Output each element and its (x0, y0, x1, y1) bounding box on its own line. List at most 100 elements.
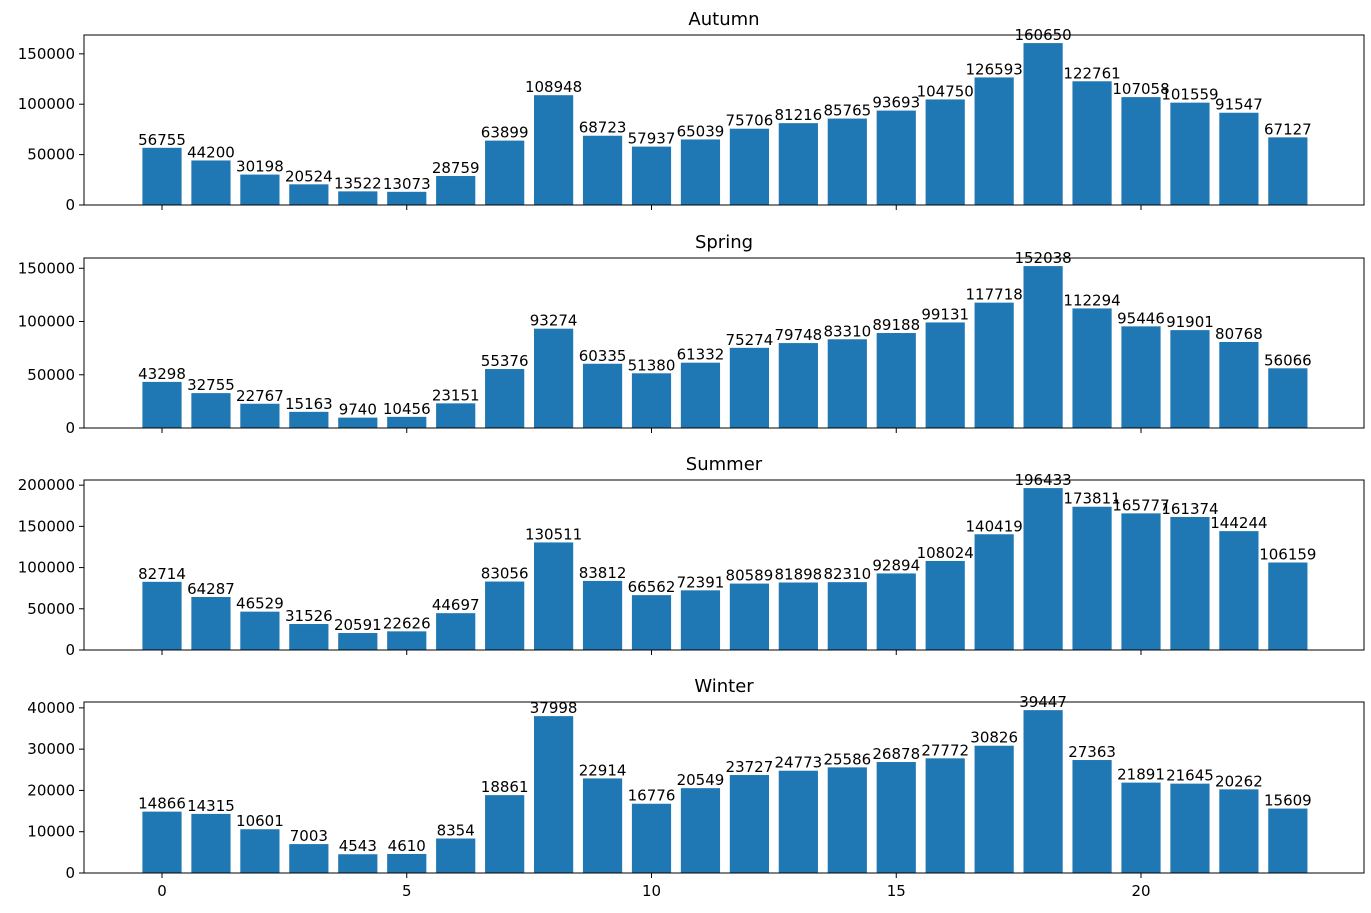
data-label: 44200 (187, 143, 235, 161)
data-label: 93274 (530, 312, 578, 330)
bar (534, 716, 574, 873)
data-label: 99131 (921, 305, 969, 323)
bar (1072, 308, 1112, 428)
data-label: 9740 (339, 401, 377, 419)
bar (1121, 326, 1161, 428)
bar (1170, 330, 1210, 428)
data-label: 82310 (823, 565, 871, 583)
bar (485, 581, 525, 650)
data-label: 101559 (1161, 86, 1218, 104)
bar (680, 139, 721, 205)
y-tick-label: 10000 (27, 823, 75, 841)
data-label: 104750 (917, 82, 974, 100)
x-tick-label: 20 (1131, 882, 1150, 900)
data-label: 10601 (236, 812, 284, 830)
data-label: 75274 (726, 331, 774, 349)
bar (631, 595, 672, 650)
data-label: 80589 (726, 567, 774, 585)
data-label: 30826 (970, 729, 1018, 747)
bar (191, 160, 231, 205)
bar (240, 829, 280, 873)
bar (925, 322, 965, 428)
data-label: 31526 (285, 607, 333, 625)
bar (631, 373, 672, 428)
data-label: 13073 (383, 175, 431, 193)
bar (1219, 341, 1259, 428)
y-tick-label: 30000 (27, 740, 75, 758)
bar (680, 362, 721, 428)
data-label: 28759 (432, 159, 480, 177)
data-label: 165777 (1112, 496, 1169, 514)
bar (827, 582, 867, 650)
data-label: 173811 (1063, 490, 1120, 508)
data-label: 27363 (1068, 743, 1116, 761)
data-label: 82714 (138, 565, 186, 583)
bar (485, 795, 525, 873)
axes-frame (83, 257, 1365, 429)
y-tick-label: 20000 (27, 781, 75, 799)
data-label: 37998 (530, 699, 578, 717)
y-tick-label: 150000 (18, 45, 75, 63)
data-label: 23727 (726, 758, 774, 776)
data-label: 25586 (823, 750, 871, 768)
data-label: 20591 (334, 616, 382, 634)
data-label: 108024 (917, 544, 974, 562)
bar (1170, 783, 1210, 873)
bar (142, 381, 182, 428)
bar (289, 624, 329, 650)
data-label: 95446 (1117, 309, 1165, 327)
data-label: 61332 (677, 346, 725, 364)
bar (729, 128, 769, 205)
bar (729, 347, 769, 428)
bar (1121, 782, 1161, 873)
bar (240, 174, 280, 205)
bar (1268, 808, 1308, 873)
bar (974, 302, 1014, 428)
data-label: 83310 (823, 322, 871, 340)
data-label: 140419 (966, 517, 1023, 535)
bar (582, 135, 623, 205)
data-label: 26878 (872, 745, 920, 763)
data-label: 81216 (774, 106, 822, 124)
bar (191, 813, 231, 873)
chart-title: Autumn (688, 9, 759, 30)
data-label: 64287 (187, 580, 235, 598)
bar (827, 339, 867, 428)
bar (1023, 43, 1063, 206)
bar (925, 560, 965, 650)
data-label: 80768 (1215, 325, 1263, 343)
y-tick-label: 0 (65, 641, 75, 659)
data-label: 91901 (1166, 313, 1214, 331)
bar (631, 803, 672, 873)
data-label: 144244 (1210, 514, 1267, 532)
bar (876, 110, 916, 205)
data-label: 67127 (1264, 120, 1312, 138)
bar (778, 343, 818, 428)
data-label: 21891 (1117, 766, 1165, 784)
bar (142, 811, 182, 873)
data-label: 14866 (138, 795, 186, 813)
bar (1023, 710, 1063, 873)
bar (778, 582, 818, 650)
bar (338, 191, 378, 205)
data-label: 117718 (966, 286, 1023, 304)
bar (631, 146, 672, 205)
bar (876, 762, 916, 873)
data-label: 18861 (481, 778, 529, 796)
axes-frame (83, 34, 1365, 206)
bar (338, 417, 378, 428)
data-label: 24773 (774, 754, 822, 772)
data-label: 32755 (187, 376, 235, 394)
data-label: 122761 (1063, 64, 1120, 82)
y-tick-label: 100000 (18, 559, 75, 577)
data-label: 91547 (1215, 96, 1263, 114)
data-label: 57937 (628, 130, 676, 148)
data-label: 75706 (726, 112, 774, 130)
data-label: 21645 (1166, 767, 1214, 785)
data-label: 68723 (579, 119, 627, 137)
bar (1072, 506, 1112, 650)
axes-frame (83, 701, 1365, 874)
bar (974, 77, 1014, 205)
bar (1219, 112, 1259, 205)
